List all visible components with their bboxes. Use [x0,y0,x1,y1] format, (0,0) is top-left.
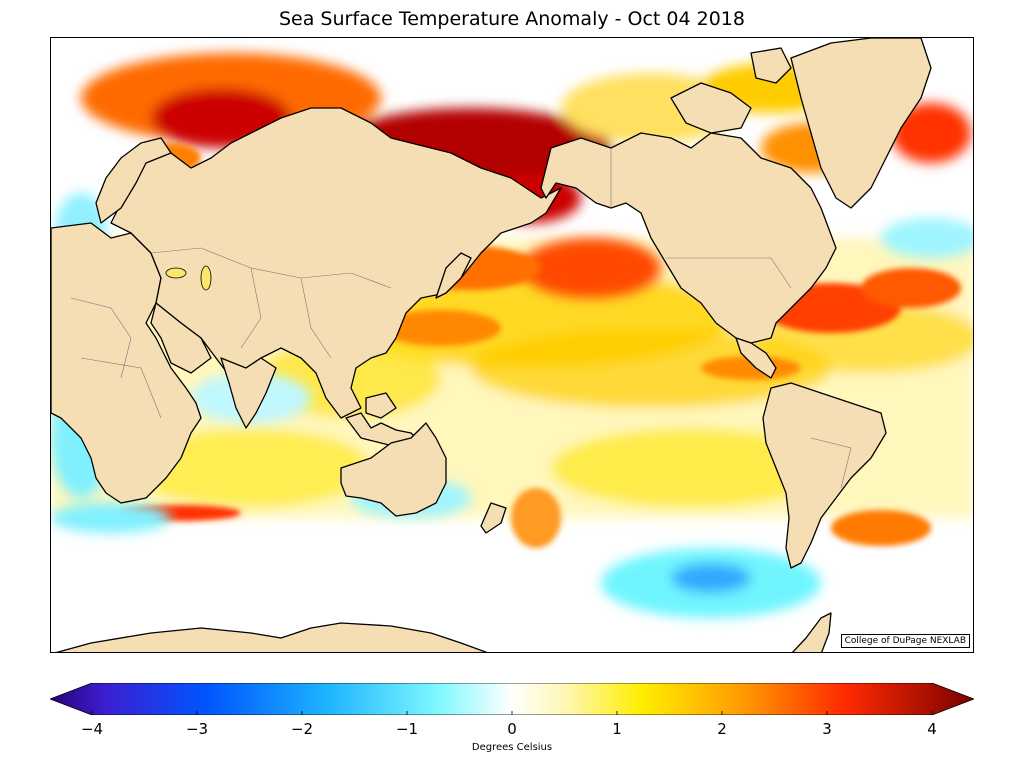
arctic-islands-landmass-2 [750,47,792,84]
colorbar-tick-label: −3 [185,720,209,738]
colorbar-tick-label: 2 [717,720,727,738]
antarctic-peninsula-landmass [791,612,832,652]
scandinavia-landmass [95,137,172,224]
credit-label: College of DuPage NEXLAB [840,634,970,648]
colorbar-tick-label: −4 [80,720,104,738]
colorbar-tick-label: 4 [927,720,937,738]
india-landmass [220,357,277,429]
south-america-landmass [762,382,887,569]
colorbar-tick-label: −1 [395,720,419,738]
arabia-landmass [150,302,212,374]
map-plot-area: College of DuPage NEXLAB [50,37,974,653]
colorbar-unit-label: Degrees Celsius [471,742,553,753]
colorbar-tick-label: 0 [507,720,517,738]
landmasses [51,38,932,652]
country-borders [70,148,852,489]
colorbar-gradient [50,683,974,715]
greenland-landmass [790,38,932,209]
borneo-landmass [365,392,397,419]
colorbar-tick-label: 3 [822,720,832,738]
colorbar-tick-label: −2 [290,720,314,738]
arctic-islands-landmass [670,82,752,134]
japan-landmass [435,252,472,299]
colorbar-ticks [91,711,933,715]
antarctica-landmass [55,622,488,652]
colorbar [50,683,974,715]
inland-seas [165,265,212,291]
north-america-landmass [540,132,837,344]
australia-landmass [340,422,447,517]
colorbar-tick-label: 1 [612,720,622,738]
indonesia-landmass [345,412,422,449]
map-title: Sea Surface Temperature Anomaly - Oct 04… [279,8,745,30]
sst-anomaly-map [51,38,973,652]
central-america-landmass [735,337,777,379]
new-zealand-landmass [480,502,507,534]
